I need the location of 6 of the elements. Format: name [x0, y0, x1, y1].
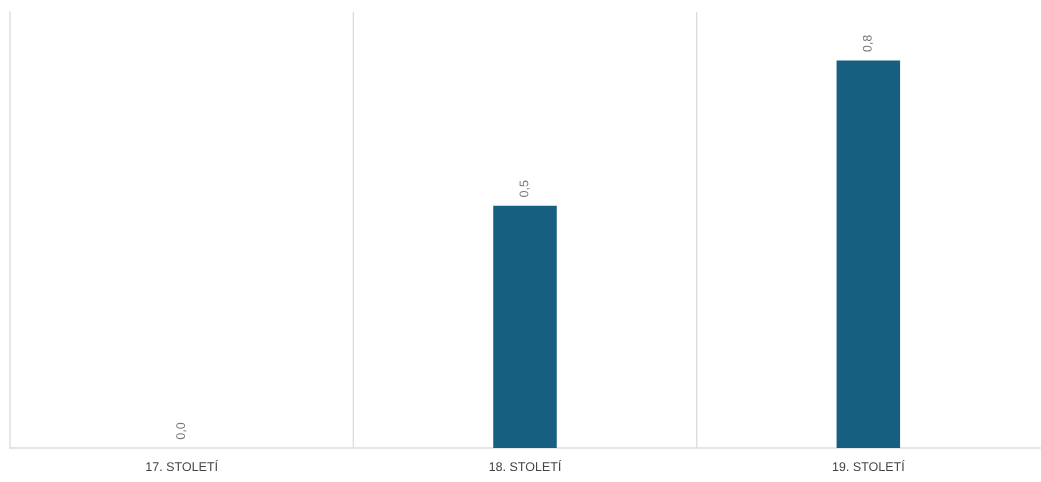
x-tick-label: 19. STOLETÍ: [832, 460, 905, 472]
x-tick-label: 17. STOLETÍ: [146, 460, 219, 472]
data-label: 0,0: [176, 422, 187, 440]
data-label: 0,8: [862, 35, 874, 52]
x-tick-label: 18. STOLETÍ: [489, 460, 562, 472]
data-label: 0,5: [519, 180, 530, 197]
